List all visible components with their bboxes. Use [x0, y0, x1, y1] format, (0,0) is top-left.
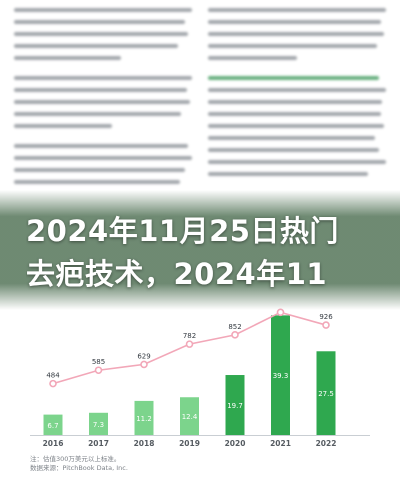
line-value-label-2019: 782 [183, 332, 196, 340]
bar-2021 [271, 315, 290, 435]
x-tick-label-2021: 2021 [270, 439, 291, 448]
bar-value-label-2020: 19.7 [227, 402, 243, 410]
line-point-2017 [94, 366, 103, 375]
line-point-2019 [185, 340, 194, 348]
chart-caption: 注：估值300万美元以上标准。 数据来源：PitchBook Data, Inc… [30, 455, 390, 473]
headline-line-1: 2024年11月25日热门 [26, 214, 339, 248]
article-column-right [208, 8, 386, 184]
headline-title: 2024年11月25日热门 去疤技术，2024年11 [26, 210, 386, 296]
line-point-2018 [140, 360, 148, 369]
x-tick-label-2017: 2017 [88, 439, 109, 448]
headline-line-2: 去疤技术，2024年11 [26, 257, 328, 291]
line-value-label-2017: 585 [92, 358, 105, 366]
bar-2017 [89, 412, 108, 435]
line-point-2021 [276, 308, 285, 317]
bar-2019 [180, 397, 199, 435]
bar-value-label-2019: 12.4 [182, 413, 198, 421]
chart-source: 数据来源：PitchBook Data, Inc. [30, 464, 128, 472]
x-tick-label-2016: 2016 [43, 439, 64, 448]
line-point-2022 [322, 321, 330, 329]
x-tick-label-2022: 2022 [316, 439, 337, 448]
x-tick-label-2019: 2019 [179, 439, 200, 448]
bar-2022 [316, 351, 336, 435]
line-value-label-2018: 629 [137, 352, 150, 360]
bar-value-label-2018: 11.2 [136, 415, 152, 423]
chart-footnote: 注：估值300万美元以上标准。 [30, 455, 121, 463]
x-tick-label-2018: 2018 [134, 439, 155, 448]
blurred-article-background [0, 0, 400, 200]
bar-value-label-2022: 27.5 [318, 390, 334, 398]
bar-value-label-2016: 6.7 [47, 422, 58, 430]
line-value-label-2016: 484 [46, 372, 60, 380]
bar-value-label-2017: 7.3 [93, 421, 104, 429]
article-column-left [14, 8, 192, 192]
line-value-label-2020: 852 [228, 323, 241, 331]
line-point-2016 [49, 379, 57, 388]
x-tick-label-2020: 2020 [225, 439, 246, 448]
funding-chart: 6.7 7.3 11.2 12.4 19.7 39.3 27.5 484 585 629 782 8… [30, 308, 370, 448]
line-value-label-2022: 926 [319, 313, 333, 321]
bar-2020 [225, 375, 245, 435]
headline-band [0, 190, 400, 310]
bar-2018 [134, 400, 154, 435]
bar-2016 [43, 414, 63, 435]
line-point-2020 [231, 331, 239, 339]
bar-value-label-2021: 39.3 [273, 372, 289, 380]
